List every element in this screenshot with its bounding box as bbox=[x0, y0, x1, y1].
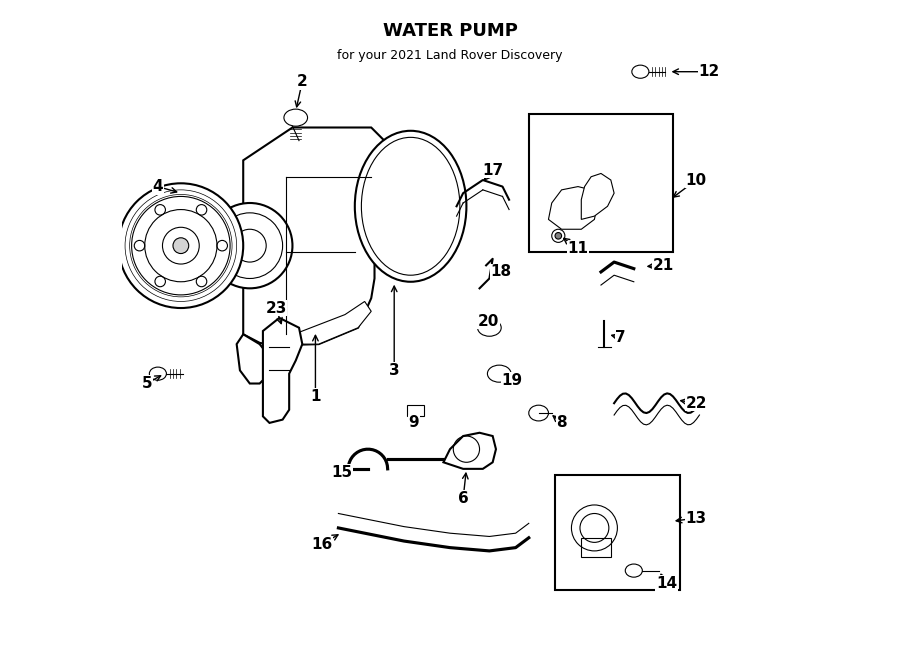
Circle shape bbox=[119, 183, 243, 308]
Text: 3: 3 bbox=[389, 363, 400, 378]
Text: 6: 6 bbox=[458, 491, 469, 506]
Text: 21: 21 bbox=[652, 258, 674, 273]
Text: 17: 17 bbox=[482, 163, 503, 177]
Text: 1: 1 bbox=[310, 389, 320, 404]
Ellipse shape bbox=[488, 365, 511, 382]
FancyBboxPatch shape bbox=[529, 115, 673, 252]
FancyBboxPatch shape bbox=[555, 475, 680, 591]
Text: for your 2021 Land Rover Discovery: for your 2021 Land Rover Discovery bbox=[338, 49, 562, 62]
Bar bbox=[408, 404, 424, 416]
Text: 14: 14 bbox=[656, 576, 677, 591]
Polygon shape bbox=[243, 128, 384, 346]
Circle shape bbox=[173, 238, 189, 254]
Text: WATER PUMP: WATER PUMP bbox=[382, 23, 518, 40]
Text: 8: 8 bbox=[556, 415, 567, 430]
Text: 23: 23 bbox=[266, 301, 287, 316]
Ellipse shape bbox=[632, 65, 649, 78]
Ellipse shape bbox=[626, 564, 643, 577]
Text: 18: 18 bbox=[491, 264, 512, 279]
Polygon shape bbox=[263, 318, 302, 423]
Text: 16: 16 bbox=[311, 537, 333, 552]
Text: 19: 19 bbox=[502, 373, 523, 388]
Text: 22: 22 bbox=[686, 396, 706, 410]
Ellipse shape bbox=[355, 131, 466, 282]
Polygon shape bbox=[237, 334, 273, 383]
Text: 7: 7 bbox=[616, 330, 626, 345]
Ellipse shape bbox=[149, 367, 166, 380]
Circle shape bbox=[552, 229, 565, 242]
Text: 10: 10 bbox=[686, 173, 706, 187]
Ellipse shape bbox=[284, 109, 308, 126]
Text: 20: 20 bbox=[477, 314, 499, 328]
Bar bbox=[581, 538, 611, 557]
Polygon shape bbox=[263, 301, 371, 344]
Circle shape bbox=[207, 203, 292, 289]
Circle shape bbox=[572, 505, 617, 551]
Polygon shape bbox=[548, 187, 598, 229]
Text: 2: 2 bbox=[297, 74, 308, 89]
Circle shape bbox=[555, 232, 562, 239]
Text: 15: 15 bbox=[331, 465, 352, 480]
Ellipse shape bbox=[478, 319, 501, 336]
Polygon shape bbox=[581, 173, 614, 219]
Text: 4: 4 bbox=[153, 179, 163, 194]
Text: 9: 9 bbox=[409, 415, 419, 430]
Text: 12: 12 bbox=[698, 64, 720, 79]
Polygon shape bbox=[444, 433, 496, 469]
Text: 5: 5 bbox=[141, 376, 152, 391]
Text: 11: 11 bbox=[568, 242, 589, 256]
Ellipse shape bbox=[529, 405, 548, 421]
Text: 13: 13 bbox=[686, 510, 706, 526]
